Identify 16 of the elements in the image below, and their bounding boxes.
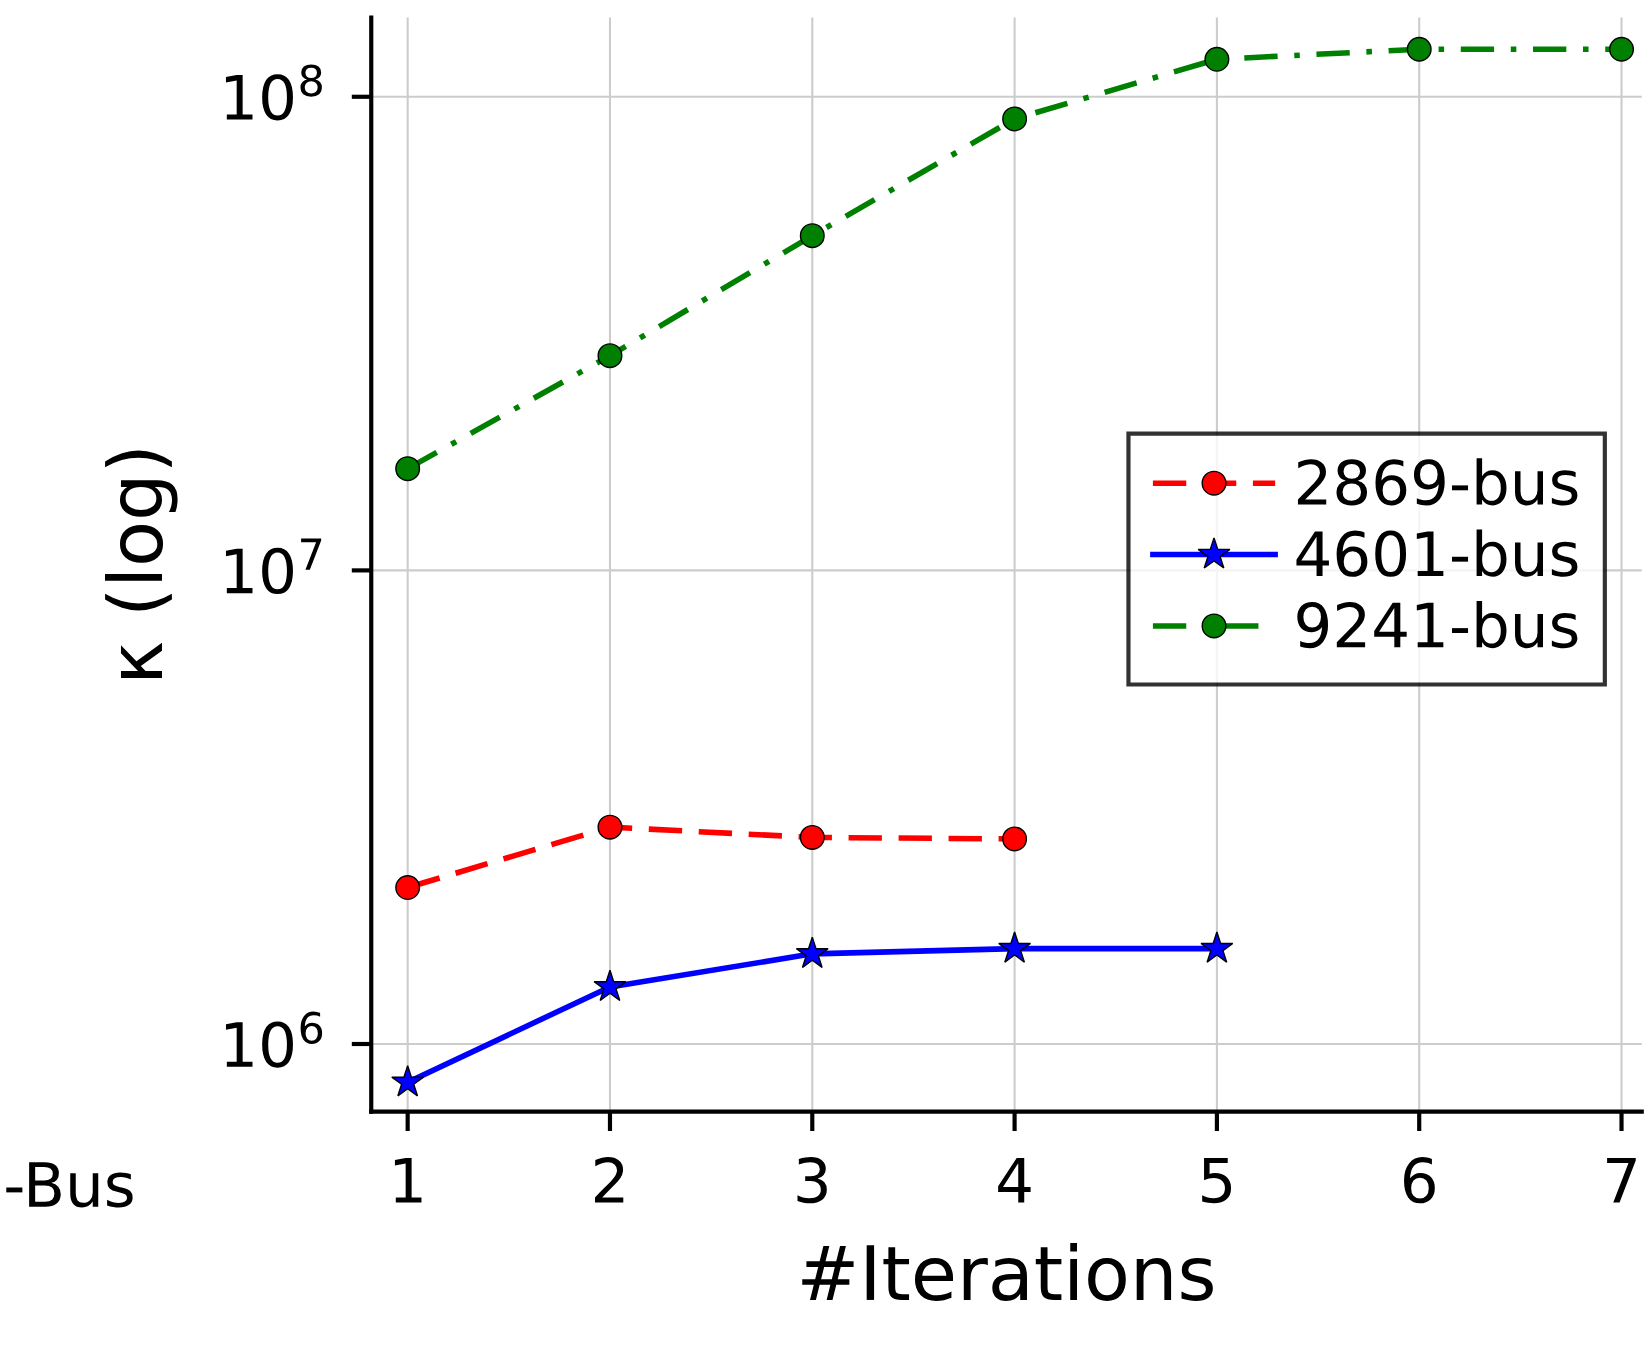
text: -Bus	[6, 1162, 133, 1208]
x-tick-label: 4	[998, 1157, 1031, 1203]
y-tick-label: 10$^{8}$	[225, 64, 322, 121]
legend-label: 9241-bus	[1297, 600, 1578, 649]
y-tick-label: 10$^{6}$	[225, 1011, 323, 1068]
x-tick-label: 1	[394, 1157, 422, 1203]
x-axis-title: #Iterations	[802, 1242, 1213, 1301]
y-axis-title: κ (log)	[105, 450, 178, 679]
x-tick-label: 7	[1607, 1157, 1636, 1203]
legend-label: 4601-bus	[1296, 529, 1578, 577]
x-tick-label: 3	[797, 1157, 827, 1204]
legend-label: 2869-bus	[1297, 458, 1578, 506]
x-tick-label: 5	[1202, 1157, 1231, 1204]
x-tick-label: 6	[1404, 1157, 1435, 1204]
y-tick-label: 10$^{7}$	[225, 538, 322, 595]
x-tick-label: 2	[595, 1157, 624, 1203]
